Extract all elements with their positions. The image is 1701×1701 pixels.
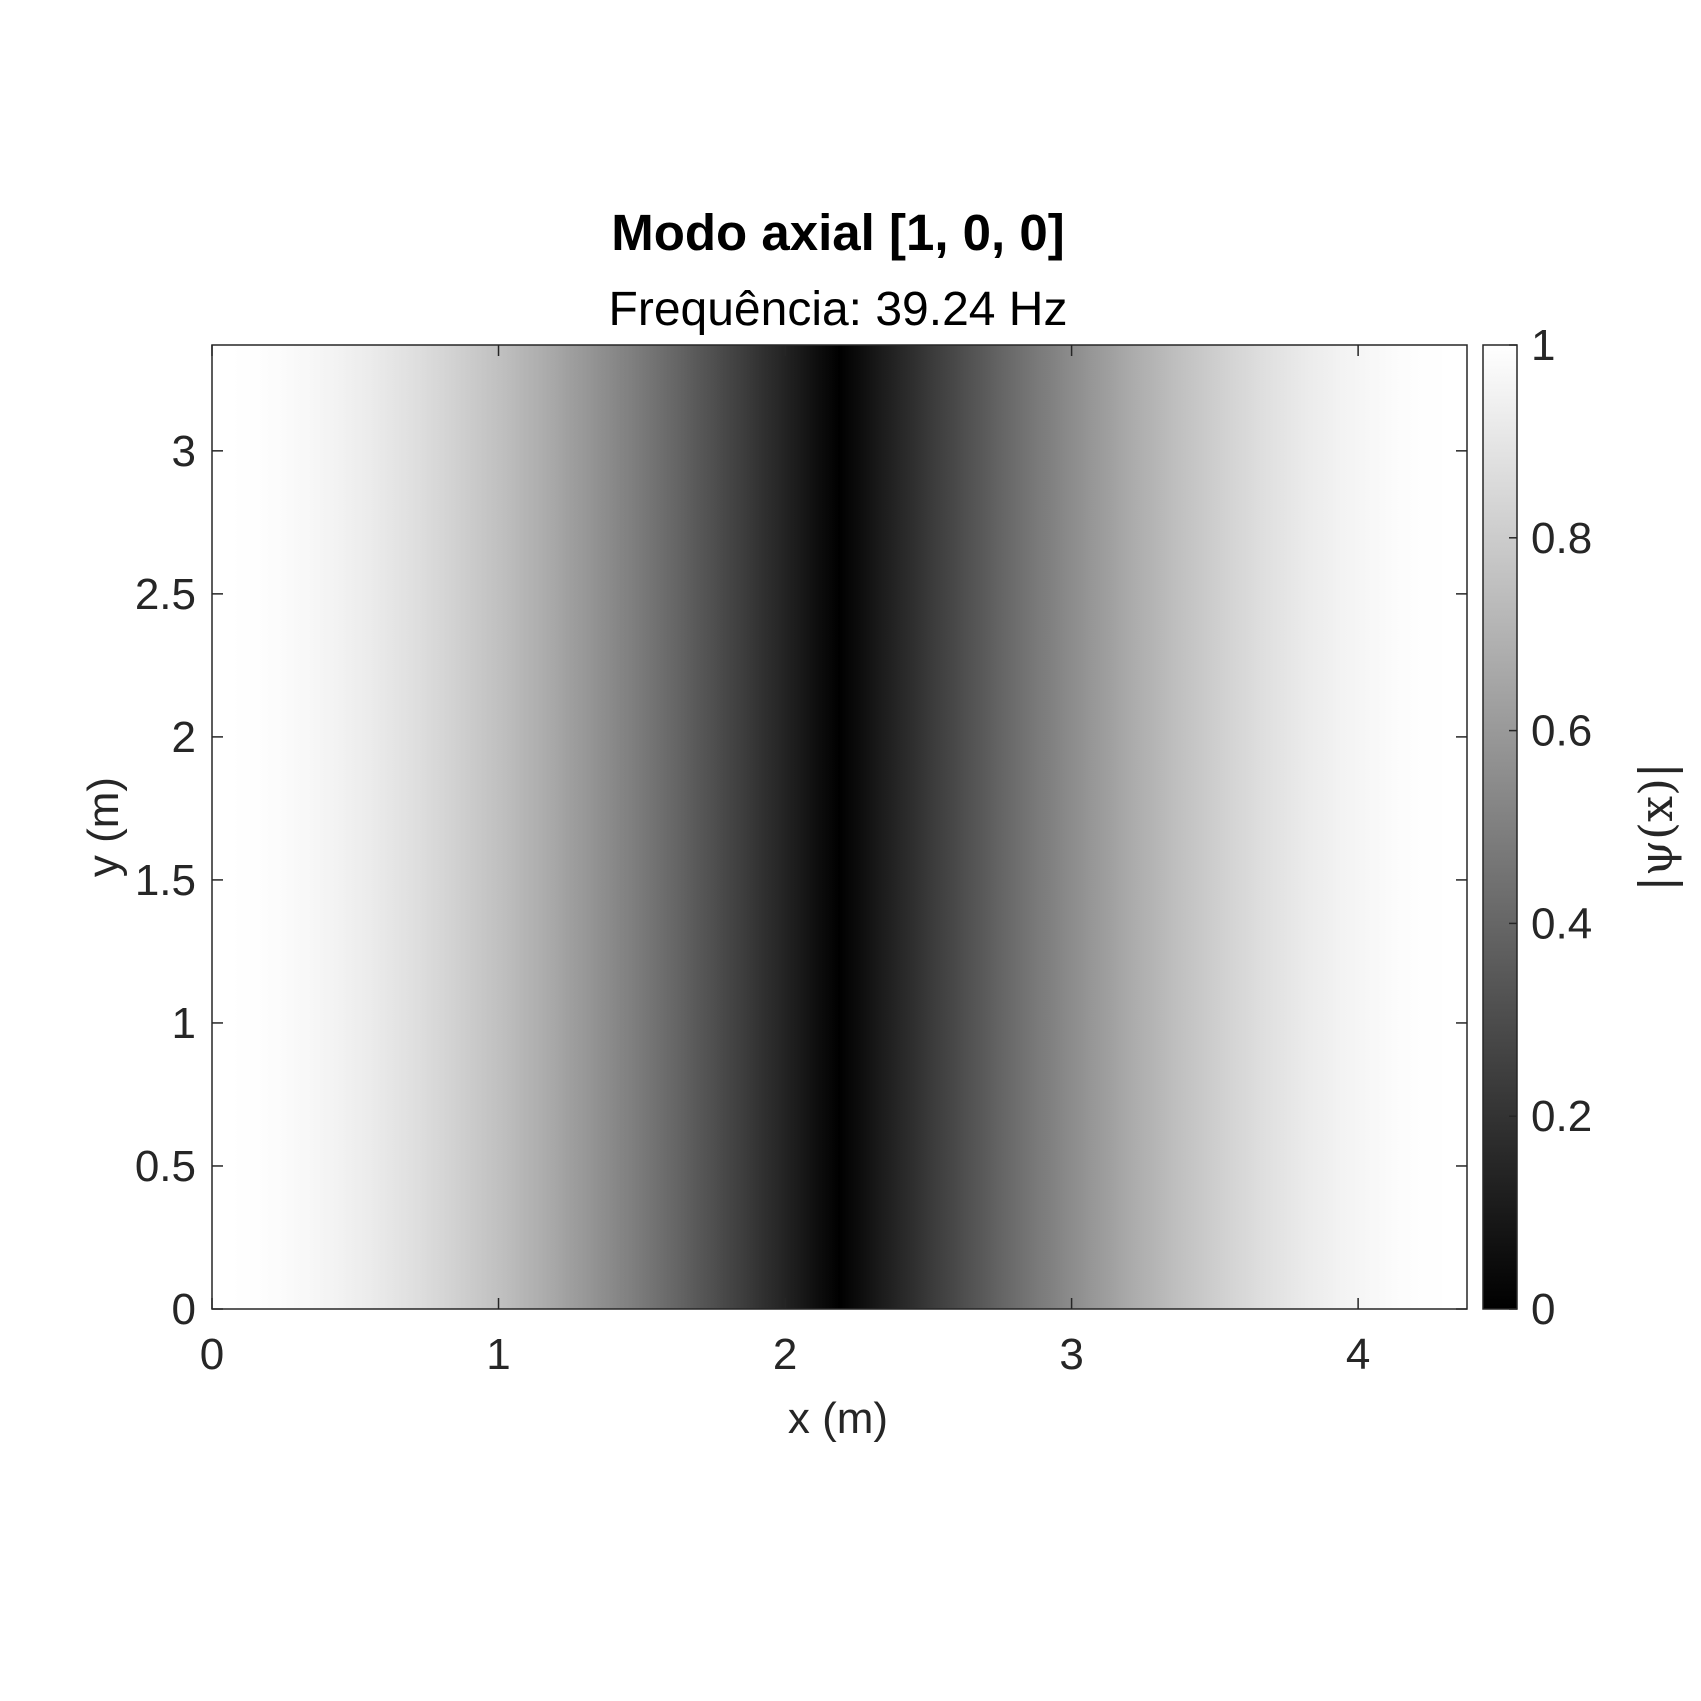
- x-tick-label: 4: [1346, 1330, 1370, 1379]
- chart-title: Modo axial [1, 0, 0]: [611, 204, 1064, 261]
- x-tick-label: 0: [200, 1330, 224, 1379]
- y-tick-label: 1: [172, 999, 196, 1048]
- x-axis-label: x (m): [788, 1394, 888, 1443]
- colorbar-ticks: 0 0.2 0.4 0.6 0.8 1: [1509, 321, 1592, 1334]
- y-tick-label: 1.5: [135, 856, 196, 905]
- y-tick-label: 0: [172, 1285, 196, 1334]
- colorbar-tick-label: 0.6: [1531, 707, 1592, 756]
- x-tick-label: 2: [773, 1330, 797, 1379]
- colorbar-tick-label: 0: [1531, 1285, 1555, 1334]
- y-tick-label: 2.5: [135, 570, 196, 619]
- x-axis-ticks: 0 1 2 3 4: [200, 345, 1370, 1379]
- colorbar: [1482, 344, 1518, 1310]
- y-tick-label: 3: [172, 427, 196, 476]
- colorbar-tick-label: 1: [1531, 321, 1555, 370]
- colorbar-tick-label: 0.4: [1531, 899, 1592, 948]
- y-axis-ticks: 0 0.5 1 1.5 2 2.5 3: [135, 427, 1467, 1334]
- chart-subtitle: Frequência: 39.24 Hz: [609, 283, 1068, 336]
- plot-frame: [211, 344, 1468, 1310]
- x-tick-label: 1: [486, 1330, 510, 1379]
- y-tick-label: 0.5: [135, 1142, 196, 1191]
- y-axis-label: y (m): [79, 777, 128, 877]
- heatmap-image: [212, 345, 1467, 1309]
- colorbar-tick-label: 0.2: [1531, 1092, 1592, 1141]
- y-tick-label: 2: [172, 713, 196, 762]
- colorbar-label: |ψ(x)|: [1629, 763, 1683, 892]
- x-tick-label: 3: [1059, 1330, 1083, 1379]
- colorbar-tick-label: 0.8: [1531, 514, 1592, 563]
